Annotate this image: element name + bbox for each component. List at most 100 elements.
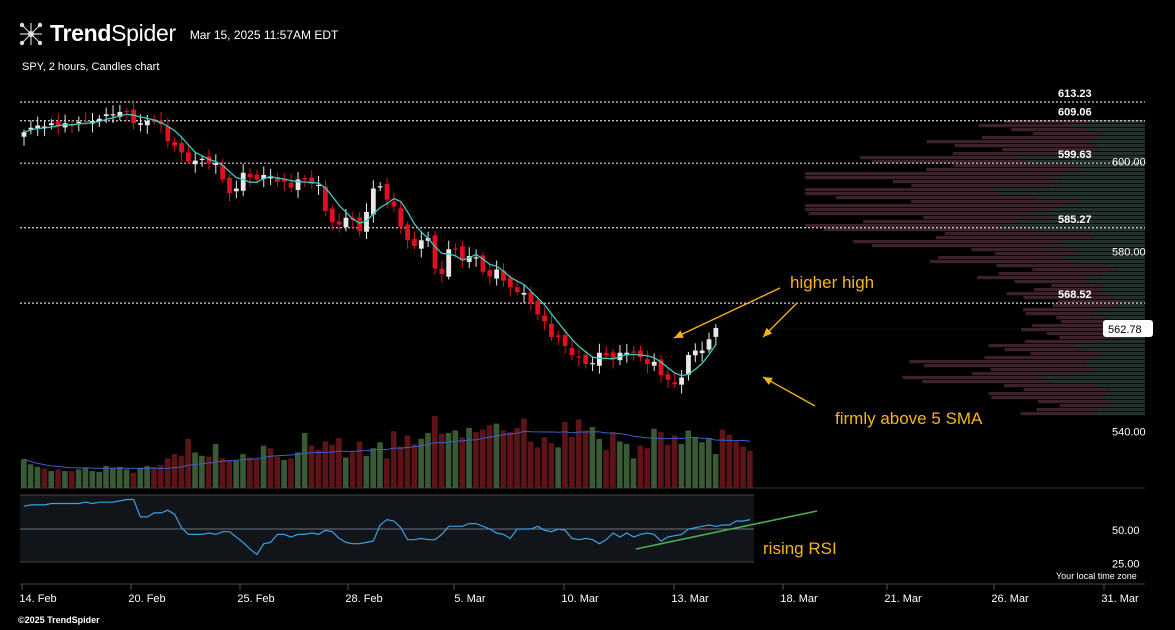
x-tick-label: 13. Mar [671,593,709,605]
candle-body [124,111,130,113]
y-tick-label: 540.00 [1112,427,1146,439]
profile-bar-buy [1100,288,1145,292]
candle-body [138,123,143,125]
profile-bar-sell [1032,268,1117,272]
volume-bar [226,460,233,488]
volume-bar [233,460,239,488]
profile-bar-sell [805,172,1060,176]
volume-bar [637,445,644,488]
candle-body [528,292,534,304]
profile-bar-sell [1057,300,1123,304]
profile-bar-sell [863,220,1019,224]
profile-bar-sell [926,168,1082,172]
candle-body [83,120,89,123]
volume-bar [267,448,274,488]
candle-body [35,125,41,129]
trendspider-logo-icon [19,22,43,45]
profile-bar-sell [944,232,1090,236]
profile-bar-buy [1048,184,1145,188]
volume-bar [432,416,438,488]
candle-body [364,211,369,232]
profile-bar-buy [1081,168,1145,172]
profile-bar-buy [1086,364,1145,368]
volume-bar [671,435,678,488]
candle-body [590,363,595,365]
candle-body [76,121,82,124]
profile-bar-sell [952,152,1068,156]
profile-bar-sell [911,184,1049,188]
profile-bar-sell [1002,148,1099,152]
volume-bar [205,456,212,488]
volume-bar [75,469,82,488]
volume-bar [466,427,472,488]
candle-body [679,377,684,385]
profile-bar-buy [1051,216,1145,220]
volume-bar [623,443,630,488]
volume-bar [377,442,383,488]
profile-bar-buy [1108,400,1145,404]
profile-bar-buy [1113,296,1145,300]
timezone-label[interactable]: Your local time zone [1056,571,1137,581]
volume-bar [610,432,616,488]
profile-bar-buy [1105,264,1145,268]
candle-body [254,174,260,180]
profile-bar-sell [935,236,1093,240]
candle-body [473,257,479,259]
profile-bar-sell [805,192,1001,196]
candle-body [295,179,301,191]
arrow-head [763,327,773,337]
volume-bar [685,430,692,488]
volume-bar [110,467,116,488]
profile-bar-sell [981,136,1096,140]
candle-body [131,109,136,124]
profile-bar-buy [1105,392,1145,396]
volume-bar [336,438,342,488]
profile-bar-buy [1060,256,1145,260]
last-price-tag [1103,319,1153,337]
volume-bar [445,432,452,488]
volume-bar [589,427,596,488]
profile-bar-sell [994,252,1078,256]
candle-body [549,323,554,337]
candle-body [165,126,171,142]
brand-name: TrendSpider [50,20,176,47]
profile-bar-buy [1088,280,1145,284]
volume-bar [678,443,685,488]
volume-bar [247,457,253,488]
profile-bar-sell [1032,132,1103,136]
volume-bar [596,438,602,488]
candle-body [343,217,349,228]
arrow-shaft [673,287,781,339]
profile-bar-buy [992,188,1145,192]
profile-bar-sell [805,208,1051,212]
sma-line [23,113,717,377]
candle-body [261,175,267,179]
rsi-tick-label: 25.00 [1112,559,1140,571]
x-tick-label: 25. Feb [237,593,274,605]
volume-bar [315,449,322,488]
volume-bar [541,437,548,488]
profile-bar-buy [1033,228,1145,232]
profile-bar-buy [1067,152,1145,156]
volume-bar [27,464,34,488]
profile-bar-buy [1122,300,1145,304]
level-label: 609.06 [1058,107,1092,119]
candle-body [240,172,246,191]
volume-bar [719,429,726,488]
profile-bar-sell [1032,324,1110,328]
profile-bar-buy [1096,356,1145,360]
profile-bar-sell [1051,284,1104,288]
profile-bar-sell [1059,404,1110,408]
candle-body [644,359,650,364]
profile-bar-sell [909,360,1086,364]
profile-bar-sell [902,376,1037,380]
candle-body [521,292,527,295]
volume-bar [459,437,465,488]
candle-body [302,178,308,180]
header: TrendSpider Mar 15, 2025 11:57AM EDT [18,20,338,47]
profile-bar-buy [1089,232,1145,236]
profile-bar-sell [996,264,1106,268]
candle-body [631,351,637,353]
profile-bar-buy [1116,268,1145,272]
